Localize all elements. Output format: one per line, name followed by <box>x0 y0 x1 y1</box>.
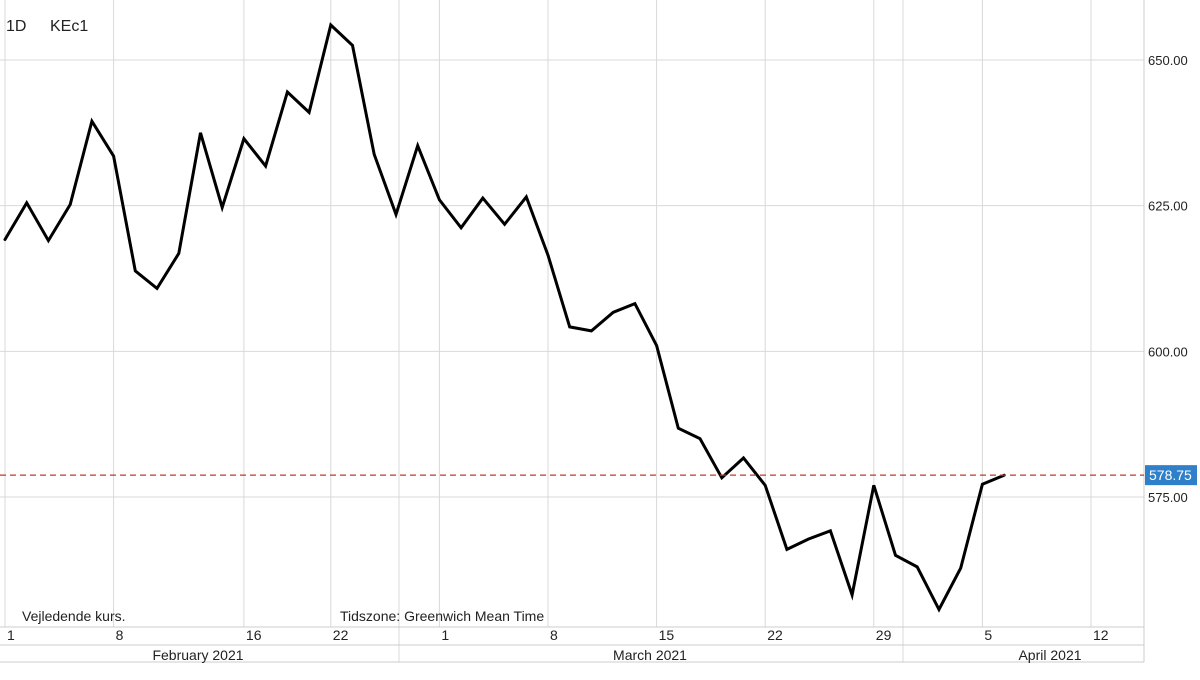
note-label: Vejledende kurs. <box>22 608 126 624</box>
price-series-line <box>3 22 1006 613</box>
x-tick-label: 16 <box>246 627 262 643</box>
month-label: April 2021 <box>1018 647 1081 663</box>
y-tick-label: 575.00 <box>1148 490 1188 505</box>
timezone-label: Tidszone: Greenwich Mean Time <box>340 608 545 624</box>
last-price-tag-label: 578.75 <box>1149 467 1192 483</box>
interval-label[interactable]: 1D <box>6 18 27 35</box>
last-price-tag <box>1145 465 1197 486</box>
x-tick-label: 22 <box>333 627 349 643</box>
x-tick-label: 8 <box>116 627 124 643</box>
month-label: March 2021 <box>613 647 687 663</box>
x-tick-label: 22 <box>767 627 783 643</box>
x-tick-label: 12 <box>1093 627 1109 643</box>
x-tick-label: 29 <box>876 627 892 643</box>
x-tick-label: 8 <box>550 627 558 643</box>
y-tick-label: 625.00 <box>1148 199 1188 214</box>
symbol-label: KEc1 <box>50 18 89 35</box>
y-tick-label: 600.00 <box>1148 344 1188 359</box>
x-tick-label: 5 <box>984 627 992 643</box>
x-tick-label: 1 <box>441 627 449 643</box>
x-tick-label: 15 <box>659 627 675 643</box>
month-label: February 2021 <box>152 647 243 663</box>
x-tick-label: 1 <box>7 627 15 643</box>
y-tick-label: 650.00 <box>1148 53 1188 68</box>
